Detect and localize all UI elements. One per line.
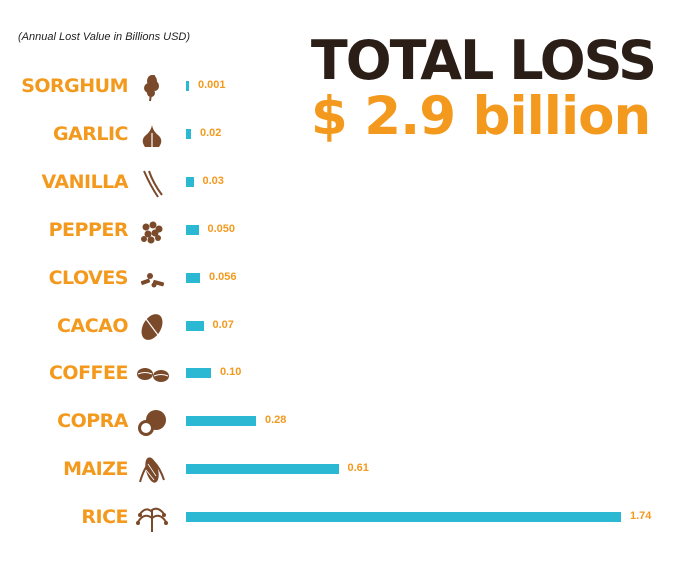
bar xyxy=(186,416,256,427)
value-label: 0.050 xyxy=(207,222,236,235)
value-label: 0.07 xyxy=(212,318,234,331)
category-label: GARLIC xyxy=(52,122,129,145)
copra-icon xyxy=(132,406,172,438)
category-label: PEPPER xyxy=(48,218,129,241)
pepper-icon xyxy=(132,215,172,247)
bar-row: VANILLA 0.03 xyxy=(0,163,675,203)
bar xyxy=(186,128,191,139)
bar xyxy=(186,464,339,475)
bar xyxy=(186,176,194,187)
bar-row: CACAO 0.07 xyxy=(0,307,675,347)
category-label: SORGHUM xyxy=(21,75,128,97)
garlic-icon xyxy=(132,119,172,151)
value-label: 0.61 xyxy=(347,462,369,475)
bar-row: SORGHUM 0.001 xyxy=(0,67,675,107)
category-label: CLOVES xyxy=(48,266,129,289)
bar-row: PEPPER 0.050 xyxy=(0,211,675,251)
category-label: MAIZE xyxy=(63,458,128,481)
bar xyxy=(186,512,621,523)
category-label: COFFEE xyxy=(48,362,129,385)
value-label: 0.056 xyxy=(209,270,237,283)
bar xyxy=(186,224,199,235)
cloves-icon xyxy=(132,263,172,295)
cacao-icon xyxy=(132,311,172,343)
maize-icon xyxy=(132,454,172,486)
category-label: COPRA xyxy=(57,410,128,433)
value-label: 1.74 xyxy=(630,510,652,523)
value-label: 0.28 xyxy=(265,414,287,427)
bar-row: COFFEE 0.10 xyxy=(0,354,675,394)
headline-total-loss: TOTAL LOSS xyxy=(310,29,657,92)
bar xyxy=(186,368,211,379)
category-label: VANILLA xyxy=(41,170,128,193)
rice-icon xyxy=(132,502,172,534)
category-label: CACAO xyxy=(57,314,128,337)
bar-row: MAIZE 0.61 xyxy=(0,450,675,490)
category-label: RICE xyxy=(81,506,128,529)
coffee-icon xyxy=(132,358,172,390)
bar-row: COPRA 0.28 xyxy=(0,402,675,442)
headline-amount: $ 2.9 billion xyxy=(310,86,651,147)
bar xyxy=(186,320,204,331)
chart-subtitle: (Annual Lost Value in Billions USD) xyxy=(18,31,191,43)
bar-row: GARLIC 0.02 xyxy=(0,115,675,155)
bar-row: CLOVES 0.056 xyxy=(0,259,675,299)
bar-row: RICE 1.74 xyxy=(0,498,675,538)
value-label: 0.10 xyxy=(220,366,242,379)
value-label: 0.02 xyxy=(200,126,222,139)
headline: TOTAL LOSS $ 2.9 billion xyxy=(310,29,657,147)
bar xyxy=(186,272,200,283)
vanilla-icon xyxy=(132,167,172,199)
value-label: 0.03 xyxy=(202,174,224,187)
value-label: 0.001 xyxy=(198,79,226,91)
bar xyxy=(186,81,189,91)
sorghum-icon xyxy=(132,71,172,103)
